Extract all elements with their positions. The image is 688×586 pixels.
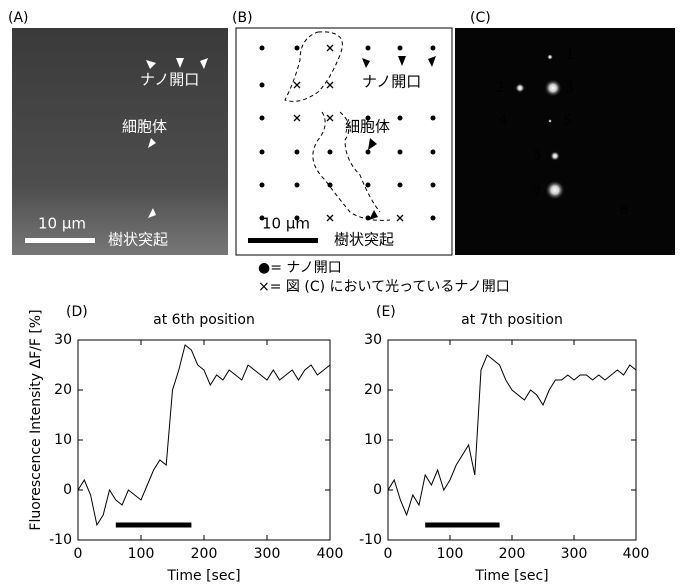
panel-label: (C)	[470, 10, 491, 26]
dot	[366, 150, 371, 155]
x-axis-label: Time [sec]	[166, 568, 240, 584]
dot	[295, 46, 300, 51]
y-tick-label: 0	[63, 482, 72, 498]
dot	[398, 46, 403, 51]
x-tick-label: 400	[623, 546, 650, 562]
spot-label: 6	[533, 148, 542, 164]
y-tick-label: 10	[364, 432, 382, 448]
dot	[431, 46, 436, 51]
dot	[366, 183, 371, 188]
x-tick-label: 100	[437, 546, 464, 562]
spot-label: 1	[566, 47, 575, 63]
y-tick-label: 10	[54, 432, 72, 448]
y-tick-label: 30	[54, 332, 72, 348]
scale-label: 10 μm	[38, 215, 86, 233]
dot	[260, 150, 265, 155]
annotation: 細胞体	[345, 118, 390, 136]
dot	[328, 150, 333, 155]
x-tick-label: 100	[128, 546, 155, 562]
chart-title: at 6th position	[153, 312, 255, 328]
panel-label: (D)	[66, 304, 88, 320]
annotation: 樹状突起	[108, 231, 168, 249]
annotation: 樹状突起	[334, 231, 394, 249]
dot	[260, 183, 265, 188]
dot	[366, 46, 371, 51]
dot	[260, 116, 265, 121]
x-axis-label: Time [sec]	[474, 568, 548, 584]
scale-bar	[248, 238, 318, 243]
dot	[431, 116, 436, 121]
spot	[544, 79, 562, 97]
y-tick-label: 20	[364, 382, 382, 398]
panel-label: (E)	[376, 304, 396, 320]
spot-label: 3	[565, 80, 574, 96]
annotation: ナノ開口	[362, 73, 421, 91]
chart-title: at 7th position	[461, 312, 563, 328]
dot	[260, 83, 265, 88]
legend-entry: ●= ナノ開口	[258, 260, 342, 276]
legend-entry: ×= 図 (C) において光っているナノ開口	[258, 279, 510, 295]
x-tick-label: 300	[561, 546, 588, 562]
spot-label: 4	[499, 113, 508, 129]
y-tick-label: 30	[364, 332, 382, 348]
scale-bar	[25, 238, 95, 243]
dot	[398, 150, 403, 155]
dot	[260, 46, 265, 51]
annotation: ナノ開口	[140, 71, 199, 89]
stimulus-bar	[425, 523, 499, 528]
dot	[431, 183, 436, 188]
dot	[431, 216, 436, 221]
spot	[548, 119, 552, 123]
spot	[550, 151, 560, 161]
dot	[431, 150, 436, 155]
scale-label: 10 μm	[262, 215, 310, 233]
y-axis-label: Fluorescence Intensity ΔF/F [%]	[28, 309, 44, 530]
stimulus-bar	[116, 523, 192, 528]
panel-label: (A)	[8, 10, 29, 26]
y-tick-label: -10	[359, 532, 382, 548]
spot	[545, 180, 565, 200]
spot	[547, 54, 553, 60]
x-tick-label: 200	[499, 546, 526, 562]
annotation: 細胞体	[122, 118, 167, 136]
x-tick-label: 200	[191, 546, 218, 562]
figure: (A) ナノ開口 細胞体 10 μm 樹状突起 (B) ナノ開口 細胞体 10 …	[0, 0, 688, 586]
x-tick-label: 300	[254, 546, 281, 562]
dot	[295, 183, 300, 188]
panel-label: (B)	[232, 10, 253, 26]
spot-label: 5	[564, 113, 573, 129]
dot	[398, 183, 403, 188]
data-line	[78, 345, 330, 525]
x-tick-label: 0	[384, 546, 393, 562]
x-tick-label: 400	[317, 546, 344, 562]
plot-frame	[388, 340, 636, 540]
y-tick-label: -10	[49, 532, 72, 548]
spot-label: 7	[533, 185, 542, 201]
dot	[295, 150, 300, 155]
y-tick-label: 20	[54, 382, 72, 398]
dot	[398, 116, 403, 121]
data-line	[388, 355, 636, 515]
x-tick-label: 0	[74, 546, 83, 562]
y-tick-label: 0	[373, 482, 382, 498]
spot	[515, 83, 525, 93]
spot-label: 8	[620, 202, 629, 218]
spot-label: 2	[496, 80, 505, 96]
